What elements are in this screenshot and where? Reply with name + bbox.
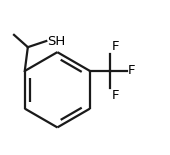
Text: F: F xyxy=(112,40,119,53)
Text: SH: SH xyxy=(47,35,65,48)
Text: F: F xyxy=(112,89,119,102)
Text: F: F xyxy=(128,64,135,78)
